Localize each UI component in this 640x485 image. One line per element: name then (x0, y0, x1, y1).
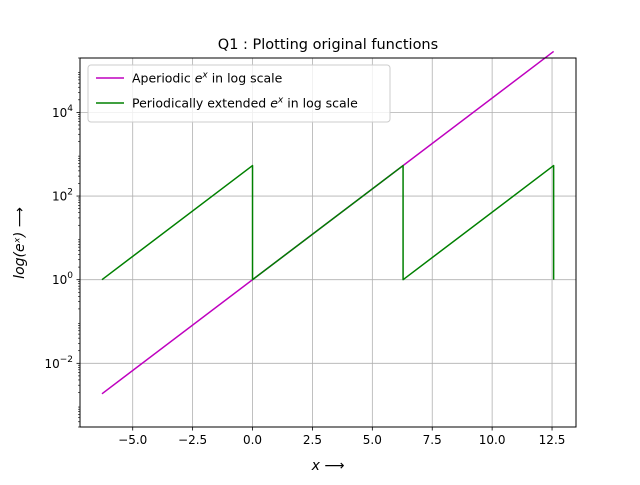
plot-frame (79, 57, 577, 428)
x-tick-label: 5.0 (363, 433, 382, 447)
x-tick-label: 2.5 (303, 433, 322, 447)
y-tick-label: 10−2 (44, 355, 73, 371)
chart-title: Q1 : Plotting original functions (218, 37, 438, 53)
legend-text-aperiodic-suffix: in log scale (208, 71, 283, 86)
y-tick-label: 104 (52, 104, 73, 120)
x-tick-label: 10.0 (479, 433, 506, 447)
x-tick-label: −5.0 (118, 433, 147, 447)
series-line-periodic (101, 164, 555, 281)
legend-text-periodic-suffix: in log scale (283, 96, 358, 111)
legend-text-aperiodic-sup: x (201, 71, 208, 81)
x-tick-label: 12.5 (539, 433, 566, 447)
legend-text-periodic-prefix: Periodically extended (132, 96, 270, 111)
legend-text-periodic-sup: x (277, 96, 284, 106)
legend-box (87, 64, 391, 123)
axis-ticks: −5.0 −2.5 0.0 2.5 5.0 7.5 10.0 12.5 10−2 100 102 10… (44, 57, 566, 447)
x-tick-label: −2.5 (178, 433, 207, 447)
legend-text-periodic-math: e (270, 96, 278, 111)
legend-entry-aperiodic: Aperiodic ex in log scale (132, 71, 283, 86)
y-tick-label: 100 (52, 271, 73, 287)
series-lines (101, 50, 555, 395)
y-tick-label: 102 (52, 188, 73, 204)
y-axis-label: log(eˣ) ⟶ (12, 207, 28, 279)
legend: Aperiodic ex in log scale Periodically e… (87, 64, 391, 123)
legend-text-aperiodic-prefix: Aperiodic (132, 71, 195, 86)
x-tick-label: 7.5 (423, 433, 442, 447)
legend-entry-periodic: Periodically extended ex in log scale (132, 96, 358, 111)
x-axis-label: x ⟶ (311, 458, 345, 474)
x-tick-label: 0.0 (243, 433, 262, 447)
legend-text-aperiodic-math: e (195, 71, 203, 86)
